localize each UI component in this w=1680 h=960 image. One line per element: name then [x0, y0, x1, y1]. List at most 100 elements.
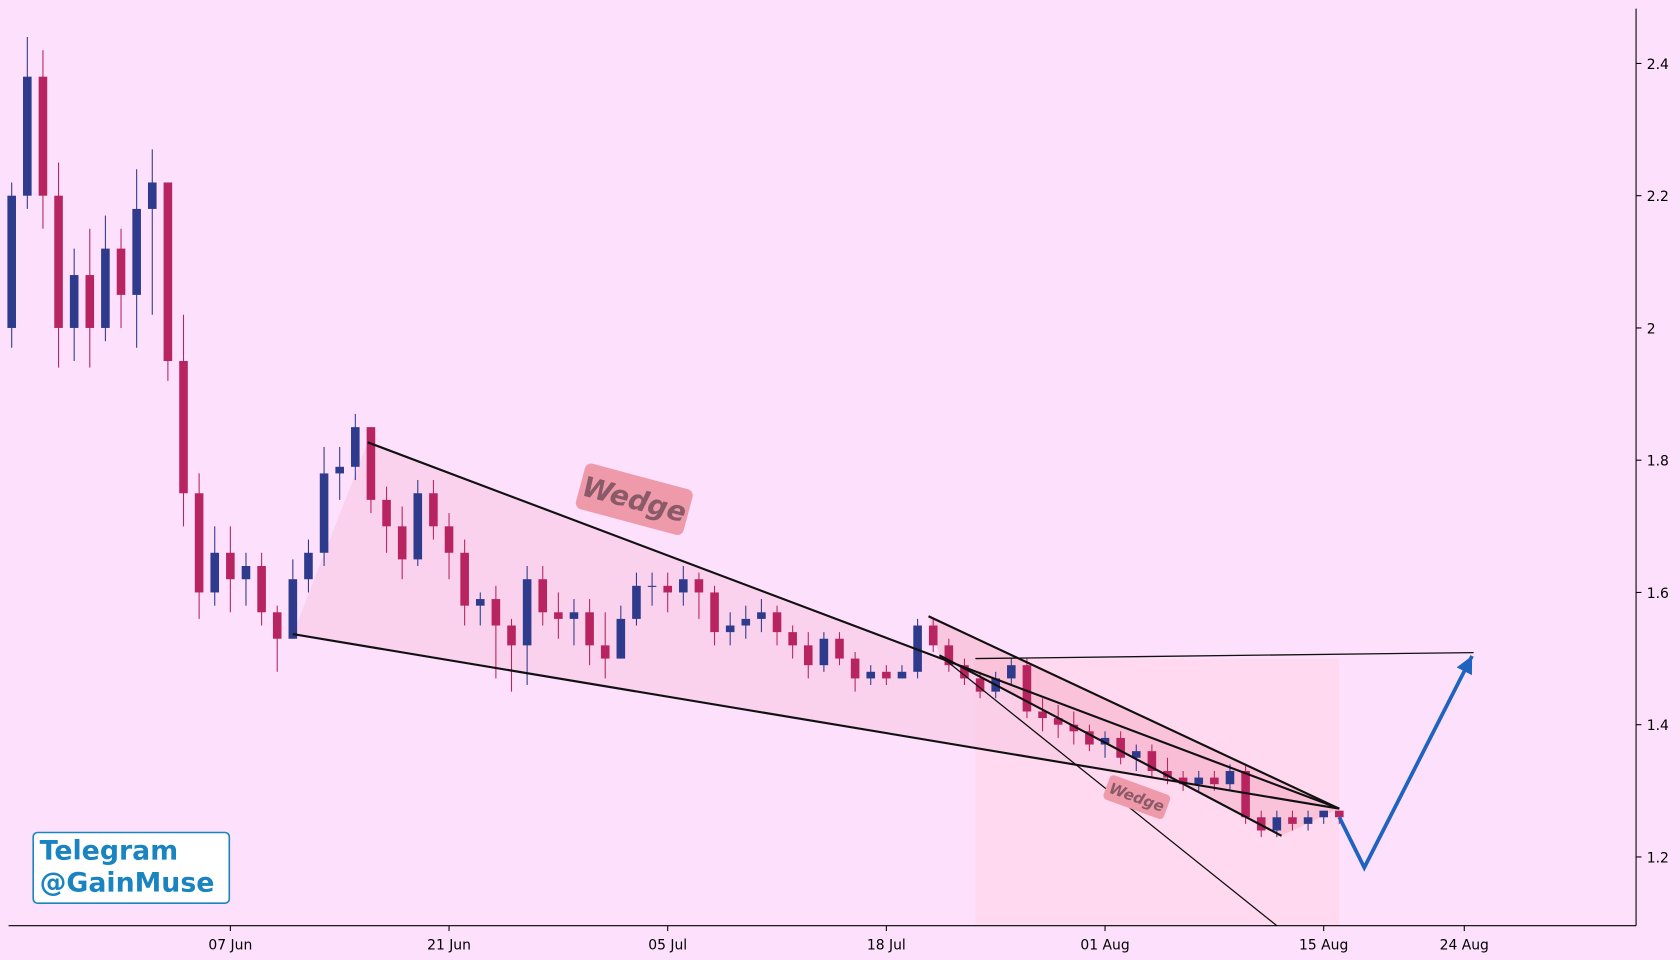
candle-body — [975, 678, 985, 692]
candle-body — [132, 208, 141, 295]
y-tick-label: 1.8 — [1647, 454, 1669, 470]
candle-body — [163, 182, 173, 362]
candle-body — [194, 493, 204, 593]
axes: 1.2 1.4 1.6 1.8 2 2.2 2.4 07 Jun 21 Jun 05 Jul 18 … — [8, 8, 1669, 953]
candle-body — [616, 618, 626, 659]
candle-body — [366, 427, 376, 500]
y-tick-label: 1.4 — [1647, 718, 1669, 734]
candle-body — [554, 612, 563, 619]
projection-path — [1337, 655, 1474, 872]
candle-body — [444, 526, 454, 553]
candle-body — [460, 552, 469, 606]
candle-body — [1038, 711, 1047, 719]
candle-body — [819, 638, 829, 666]
candle-body — [413, 493, 423, 560]
candle-body — [772, 612, 782, 633]
candle-body — [23, 76, 32, 196]
candle-body — [507, 625, 516, 646]
trendline — [975, 651, 1474, 660]
candle-body — [475, 599, 485, 606]
candle-body — [335, 466, 344, 474]
candle-body — [1303, 817, 1313, 824]
trendline — [292, 633, 1340, 810]
candle-body — [210, 552, 220, 593]
candle-body — [928, 625, 938, 646]
candle-body — [1319, 810, 1328, 818]
candle-body — [1163, 770, 1172, 778]
candle-body — [1194, 777, 1204, 785]
trendline — [367, 441, 1340, 810]
candle-body — [1116, 737, 1125, 758]
candle-body — [147, 182, 157, 209]
arrow-head — [1456, 655, 1473, 676]
candle-body — [679, 579, 688, 593]
candle-body — [710, 592, 719, 633]
candle-body — [1178, 777, 1188, 785]
candle-body — [850, 658, 860, 679]
candle-body — [351, 427, 360, 467]
trendline — [938, 654, 1283, 837]
candle-body — [741, 618, 751, 626]
watermark: Telegram @GainMuse — [32, 831, 231, 905]
candle-body — [960, 665, 969, 679]
label-box — [575, 463, 693, 536]
candle-body — [1053, 718, 1063, 725]
candle-body — [803, 645, 813, 666]
x-tick-label: 15 Aug — [1299, 937, 1348, 953]
candle-body — [1131, 751, 1141, 758]
candle-body — [1100, 737, 1110, 745]
candle-body — [632, 585, 641, 619]
candle-body — [694, 579, 704, 593]
x-tick-label: 07 Jun — [208, 937, 252, 953]
candle-body — [788, 632, 797, 646]
watermark-box — [32, 831, 231, 905]
candle-body — [522, 579, 532, 646]
candle-body — [54, 195, 63, 328]
candle-body — [944, 645, 954, 666]
candle-body — [38, 76, 48, 196]
candle-body — [757, 612, 766, 619]
candle-body — [647, 585, 657, 587]
candle-body — [1335, 810, 1344, 818]
candle-body — [1085, 731, 1094, 745]
candle-body — [288, 579, 298, 639]
candle-body — [179, 361, 188, 494]
candle-body — [882, 671, 891, 679]
candle-body — [491, 599, 501, 626]
candle-body — [1225, 770, 1235, 785]
watermark-text: @GainMuse — [40, 867, 215, 898]
wedge-label: Wedge — [1103, 775, 1171, 820]
candle-body — [1272, 817, 1282, 831]
candle-body — [1147, 751, 1157, 771]
candle-body — [257, 565, 266, 613]
candle-body — [304, 552, 313, 580]
candle-body — [116, 248, 126, 295]
x-tick-label: 21 Jun — [427, 937, 471, 953]
candle-body — [897, 671, 907, 679]
candle-body — [663, 585, 672, 593]
label-box — [1103, 775, 1171, 820]
candle-body — [1210, 777, 1219, 785]
candle-body — [85, 275, 95, 328]
x-tick-label: 05 Jul — [648, 937, 687, 953]
x-tick-label: 18 Jul — [867, 937, 906, 953]
candle-body — [69, 275, 79, 328]
candle-body — [1069, 724, 1079, 732]
y-tick-label: 1.6 — [1647, 586, 1669, 602]
y-tick-label: 2 — [1647, 321, 1656, 337]
x-tick-label: 24 Aug — [1440, 937, 1489, 953]
wedge-fill — [292, 442, 1340, 809]
candle-body — [101, 248, 110, 328]
candle-body — [725, 625, 735, 633]
candle-body — [382, 499, 391, 527]
candle-body — [538, 579, 548, 613]
y-tick-label: 1.2 — [1647, 850, 1669, 866]
candle-body — [866, 671, 876, 679]
y-tick-label: 2.4 — [1647, 57, 1669, 73]
candle-body — [1007, 665, 1016, 679]
x-tick-label: 01 Aug — [1080, 937, 1129, 953]
candle-body — [319, 473, 329, 553]
candle-body — [397, 526, 407, 560]
trendline — [928, 615, 1340, 810]
